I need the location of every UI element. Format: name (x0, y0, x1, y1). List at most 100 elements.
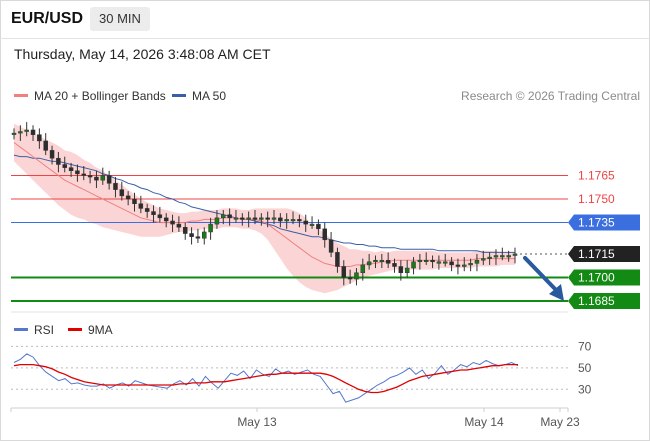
candle (493, 249, 499, 265)
candle-body (316, 223, 321, 230)
candle-body (30, 129, 36, 135)
x-axis: May 13 May 14 May 23 (10, 407, 580, 429)
forecast-arrow (523, 255, 564, 302)
ma50-swatch-icon (172, 94, 186, 98)
candle-body (100, 175, 106, 181)
candle (354, 268, 359, 286)
header-divider (0, 38, 650, 39)
candle-body (284, 219, 289, 222)
candle-body (474, 259, 480, 264)
candle-body (202, 231, 207, 239)
timeframe-badge[interactable]: 30 MIN (90, 7, 150, 31)
candle-body (170, 220, 175, 225)
candle (271, 210, 277, 225)
chart-datetime: Thursday, May 14, 2026 3:48:08 AM CET (14, 46, 271, 62)
candle (449, 257, 454, 272)
candle (119, 181, 125, 201)
candle-body (18, 131, 23, 134)
candle (246, 211, 251, 228)
candle-body (119, 189, 125, 197)
candle (335, 247, 340, 273)
candle-body (106, 175, 112, 184)
candle-body (512, 253, 518, 256)
candle (157, 206, 163, 223)
candle-body (468, 263, 473, 266)
candle-body (493, 255, 499, 258)
candle-body (271, 217, 277, 220)
rsi-line (13, 353, 519, 403)
candle-body (233, 217, 239, 220)
candle (252, 210, 258, 225)
candle-body (227, 214, 232, 219)
candle (366, 253, 372, 270)
candle-body (430, 259, 435, 263)
candle-body (481, 258, 486, 261)
candle-body (176, 223, 182, 228)
candle (144, 203, 150, 218)
candle-body (208, 223, 213, 233)
candle (138, 195, 144, 214)
candle (132, 192, 137, 212)
candle (392, 258, 397, 273)
candle-body (506, 255, 511, 258)
candle (500, 247, 505, 261)
candle (125, 191, 131, 206)
candle (100, 167, 106, 185)
candle-body (81, 173, 87, 176)
candle (30, 125, 36, 141)
candle-body (113, 183, 118, 190)
candle (290, 211, 296, 225)
candle (462, 257, 467, 272)
candle-body (366, 261, 372, 266)
candle (170, 214, 175, 232)
candle-body (455, 264, 461, 267)
candle-body (182, 227, 188, 234)
candle-body (341, 266, 347, 278)
candle (113, 177, 118, 198)
candle-body (195, 236, 201, 239)
rsi-tick-label: 30 (578, 382, 592, 396)
candle (487, 252, 492, 265)
candle (214, 210, 220, 229)
candle (430, 255, 435, 269)
candle-body (303, 220, 308, 225)
candlesticks (11, 122, 518, 286)
candle-body (43, 140, 48, 151)
level-label-1.1735: 1.1735 (578, 216, 615, 230)
candle (106, 170, 112, 190)
candle (468, 258, 473, 272)
rsi-tick-label: 50 (578, 361, 592, 375)
level-label-1.1715: 1.1715 (578, 247, 615, 261)
candle-body (138, 203, 144, 209)
candle-body (49, 150, 55, 159)
candle-body (132, 198, 137, 204)
candle (455, 258, 461, 275)
candle-body (252, 217, 258, 220)
legend-ma20-label: MA 20 + Bollinger Bands (34, 89, 166, 103)
candle-body (163, 217, 169, 222)
candle-body (385, 259, 391, 264)
candle (316, 219, 321, 236)
forecast-arrow-head (549, 284, 564, 302)
x-tick-label: May 14 (464, 415, 504, 429)
candle (481, 250, 486, 265)
candle-body (11, 132, 17, 135)
legend-ma20: MA 20 + Bollinger Bands (14, 89, 166, 103)
candle-body (423, 259, 429, 262)
candle-body (24, 129, 29, 132)
candle-body (404, 267, 410, 274)
forecast-arrow-shaft (523, 255, 559, 294)
legend-rsi: RSI (14, 323, 54, 337)
candle (373, 255, 378, 269)
candle-body (436, 261, 442, 264)
candle (182, 222, 188, 240)
candle-body (259, 217, 264, 220)
legend-ma50: MA 50 (172, 89, 226, 103)
candle-body (442, 261, 448, 264)
candle (265, 211, 270, 228)
candle (506, 250, 511, 262)
candle-body (297, 219, 302, 222)
candle-body (62, 164, 67, 168)
candle (360, 258, 366, 281)
bollinger-band-area (14, 123, 515, 294)
